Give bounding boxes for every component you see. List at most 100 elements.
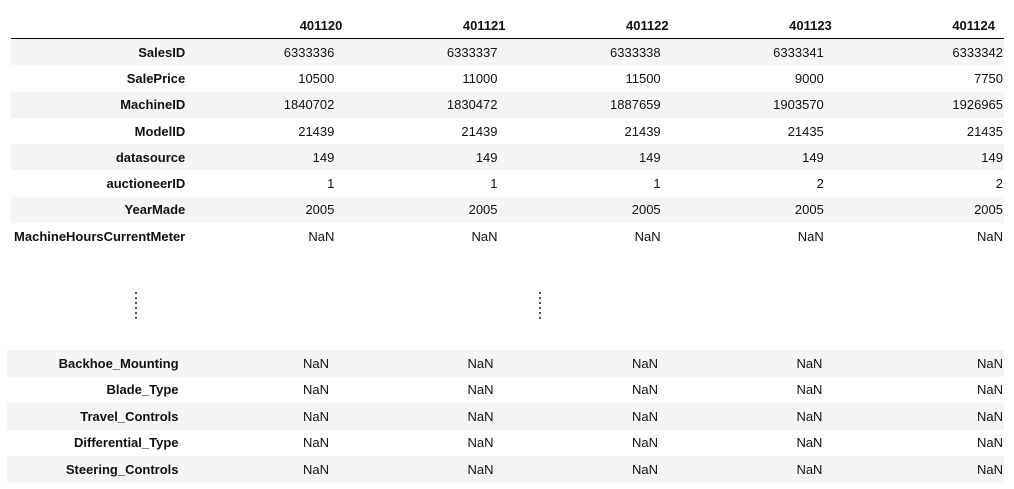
row-label: SalesID [11,38,189,66]
table-cell: NaN [302,435,329,451]
row-label: MachineID [11,91,189,118]
table-cell: 1 [653,176,661,192]
table-cell: NaN [674,350,840,377]
table-cell: 149 [351,144,515,171]
table-cell: NaN [839,403,1004,430]
table-cell: NaN [674,456,840,483]
vertical-ellipsis-icon [538,292,542,322]
table-cell: NaN [674,403,840,430]
cutoff-row-fragment: ▁▁▁ [640,339,670,343]
table-cell: 21439 [298,123,335,139]
table-cell: 2005 [351,196,515,224]
table-cell: NaN [634,228,661,244]
row-label: Differential_Type [74,435,179,451]
cutoff-row-fragment: ▁▁▁ [316,339,346,343]
table-cell: NaN [510,403,675,430]
table-cell: 1887659 [514,91,678,118]
cutoff-row-fragment: ▔▔▔ [964,257,994,261]
cutoff-row-fragment: ▔▔▔ [478,257,508,261]
cutoff-row-fragment: ▔ ▔ ▔ ▔ [100,257,180,261]
table-cell: 149 [188,144,352,171]
table-cell: NaN [181,403,346,430]
table-cell: NaN [346,403,511,430]
table-row: ModelID 21439 21439 21439 21435 21435 [11,118,1004,144]
table-cell: 6333342 [840,38,1004,66]
table-cell: NaN [796,435,823,451]
index-header [11,12,189,39]
row-label: Backhoe_Mounting [7,350,182,377]
table-cell: 21435 [787,123,824,139]
table-cell: 6333338 [514,38,678,66]
table-cell: 1830472 [351,91,515,118]
table-cell: 11500 [625,70,661,86]
table-cell: NaN [302,382,329,398]
table-cell: 21435 [966,123,1003,139]
table-cell: NaN [976,435,1003,451]
table-cell: 2005 [677,196,841,224]
table-row: Backhoe_Mounting NaN NaN NaN NaN NaN [7,350,1004,377]
table-cell: NaN [467,435,494,451]
table-cell: 2005 [840,196,1004,224]
vertical-ellipsis-icon [134,292,138,322]
column-header: 401122 [514,12,678,39]
table-cell: 1840702 [188,91,352,118]
column-header: 401120 [188,12,352,39]
row-label: YearMade [11,196,189,224]
table-cell: 6333341 [677,38,841,66]
row-label: ModelID [134,123,186,139]
table-cell: NaN [510,456,675,483]
table-cell: 1903570 [677,91,841,118]
row-label: Blade_Type [106,382,179,398]
table-cell: NaN [839,456,1004,483]
column-header: 401123 [677,12,841,39]
table-row: Travel_Controls NaN NaN NaN NaN NaN [7,403,1004,430]
table-cell: NaN [181,456,346,483]
table-cell: NaN [510,350,675,377]
table-row: MachineID 1840702 1830472 1887659 190357… [11,91,1004,118]
table-cell: 149 [677,144,841,171]
table-cell: 1 [490,176,498,192]
cutoff-row-fragment: ▔▔▔ [316,257,346,261]
row-label: auctioneerID [106,176,186,192]
column-header: 401121 [351,12,515,39]
table-cell: 7750 [974,70,1003,86]
dataframe-table-top: 401120 401121 401122 401123 401124 Sales… [11,12,1004,249]
cutoff-row-fragment: ▔▔▔ [640,257,670,261]
table-cell: 1 [327,176,335,192]
table-cell: 21439 [624,123,661,139]
cutoff-row-fragment: ▁▁▁ [478,339,508,343]
column-header: 401124 [840,12,1004,39]
table-cell: NaN [631,382,658,398]
table-cell: NaN [346,456,511,483]
table-cell: NaN [976,382,1003,398]
table-cell: NaN [839,350,1004,377]
table-cell: 149 [514,144,678,171]
table-row: MachineHoursCurrentMeter NaN NaN NaN NaN… [11,223,1004,249]
cutoff-row-fragment: ▔▔▔ [802,257,832,261]
table-cell: 9000 [794,70,824,86]
table-cell: 149 [840,144,1004,171]
table-row: Differential_Type NaN NaN NaN NaN NaN [7,430,1004,457]
table-cell: 6333336 [188,38,352,66]
table-cell: NaN [181,350,346,377]
row-label: Steering_Controls [7,456,182,483]
table-cell: NaN [346,350,511,377]
table-cell: NaN [471,228,498,244]
table-cell: 2 [816,176,824,192]
table-row: Steering_Controls NaN NaN NaN NaN NaN [7,456,1004,483]
row-label: datasource [11,144,189,171]
row-label: MachineHoursCurrentMeter [14,228,186,244]
header-row: 401120 401121 401122 401123 401124 [11,12,1004,39]
table-cell: NaN [796,382,823,398]
table-cell: 11000 [462,70,498,86]
table-row: auctioneerID 1 1 1 2 2 [11,170,1004,196]
table-cell: NaN [976,228,1003,244]
table-cell: 2 [995,176,1003,192]
table-cell: 2005 [514,196,678,224]
table-row: YearMade 2005 2005 2005 2005 2005 [11,196,1004,224]
table-cell: NaN [631,435,658,451]
cutoff-row-fragment: ▁▁▁ [802,339,832,343]
table-cell: NaN [797,228,824,244]
table-row: SalesID 6333336 6333337 6333338 6333341 … [11,38,1004,66]
table-cell: 21439 [461,123,498,139]
